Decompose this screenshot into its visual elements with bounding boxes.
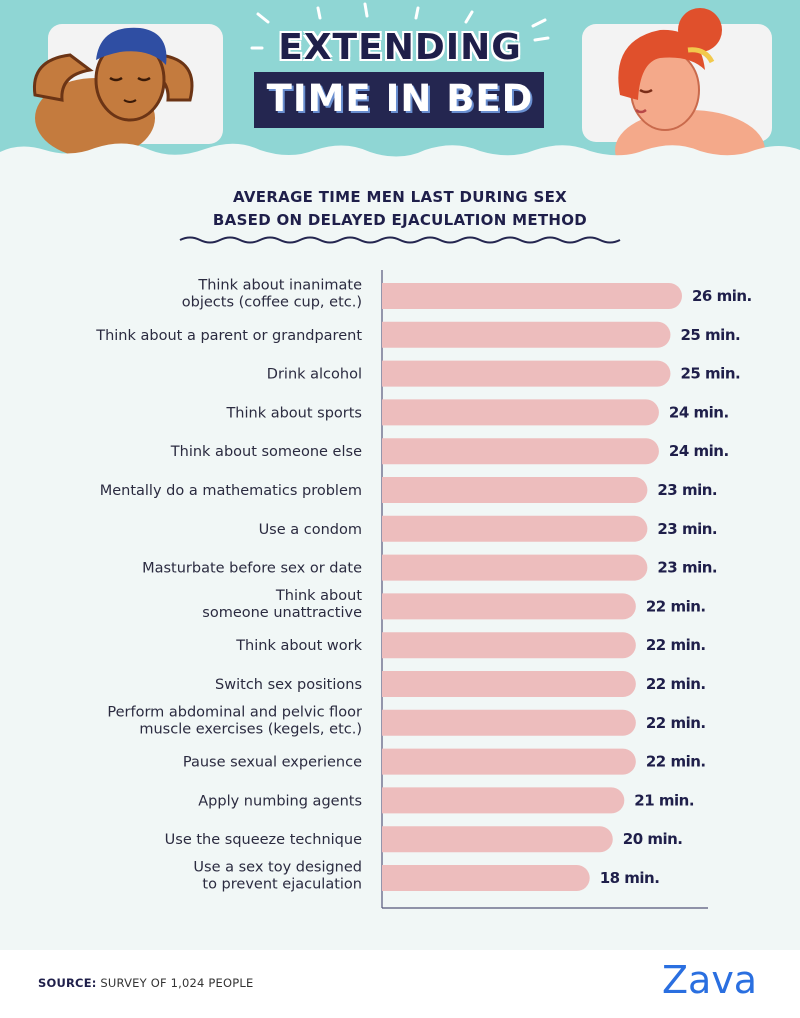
- category-label: Switch sex positions: [215, 677, 362, 693]
- sparkle-marks: [250, 2, 550, 50]
- blanket-edge: [0, 143, 800, 175]
- source-text: SURVEY OF 1,024 PEOPLE: [96, 976, 254, 990]
- value-label: 22 min.: [646, 597, 706, 615]
- value-label: 23 min.: [657, 481, 717, 499]
- bar: [382, 399, 659, 426]
- value-label: 22 min.: [646, 714, 706, 732]
- title-banner: [254, 72, 544, 128]
- value-label: 22 min.: [646, 636, 706, 654]
- category-label: Apply numbing agents: [198, 793, 362, 809]
- value-label: 18 min.: [600, 869, 660, 887]
- category-label: Think about work: [235, 638, 362, 654]
- bar: [382, 438, 659, 465]
- man-illustration: [32, 27, 194, 158]
- bar: [382, 787, 625, 814]
- bar: [382, 748, 636, 775]
- title-underline: [179, 236, 621, 244]
- title-line-2: TIME IN BED: [266, 77, 534, 120]
- value-label: 25 min.: [680, 365, 740, 383]
- bar: [382, 865, 590, 891]
- bar: [382, 283, 682, 309]
- value-label: 24 min.: [669, 442, 729, 460]
- header-illustration: [0, 0, 800, 190]
- bar: [382, 826, 613, 853]
- bar: [382, 554, 648, 581]
- value-label: 22 min.: [646, 753, 706, 771]
- category-label: Perform abdominal and pelvic floor muscle…: [107, 704, 362, 737]
- value-label: 22 min.: [646, 675, 706, 693]
- category-label: Think about someone unattractive: [202, 588, 362, 621]
- bar: [382, 709, 636, 736]
- value-label: 23 min.: [657, 559, 717, 577]
- category-label: Think about a parent or grandparent: [95, 328, 362, 344]
- brand-logo: Zava: [662, 958, 758, 1002]
- bar: [382, 477, 648, 503]
- source-note: SOURCE: SURVEY OF 1,024 PEOPLE: [38, 976, 253, 990]
- header-banner: EXTENDING TIME IN BED: [0, 0, 800, 190]
- bar: [382, 321, 671, 348]
- category-label: Think about sports: [225, 405, 362, 421]
- category-label: Think about someone else: [170, 444, 362, 460]
- bar: [382, 632, 636, 659]
- category-label: Pause sexual experience: [183, 755, 362, 771]
- category-label: Use the squeeze technique: [165, 832, 362, 848]
- bar: [382, 360, 671, 387]
- category-label: Masturbate before sex or date: [142, 561, 362, 577]
- category-label: Think about inanimate objects (coffee cup…: [182, 278, 362, 311]
- title-line-1: EXTENDING: [278, 27, 522, 68]
- category-label: Drink alcohol: [267, 367, 362, 383]
- chart-title-line: BASED ON DELAYED EJACULATION METHOD: [212, 211, 588, 229]
- value-label: 26 min.: [692, 287, 752, 305]
- bar: [382, 671, 636, 697]
- bar-chart: 26 min. Think about inanimate objects (cof…: [95, 270, 752, 909]
- chart-title: AVERAGE TIME MEN LAST DURING SEX BASED ON…: [0, 186, 800, 232]
- source-label: SOURCE:: [38, 976, 97, 990]
- value-label: 20 min.: [623, 830, 683, 848]
- bar: [382, 515, 648, 542]
- value-label: 24 min.: [669, 403, 729, 421]
- value-label: 21 min.: [634, 791, 694, 809]
- value-label: 25 min.: [680, 326, 740, 344]
- chart-title-line: AVERAGE TIME MEN LAST DURING SEX: [232, 188, 568, 206]
- value-label: 23 min.: [657, 520, 717, 538]
- category-label: Use a condom: [259, 522, 362, 538]
- category-label: Mentally do a mathematics problem: [100, 483, 362, 499]
- footer: SOURCE: SURVEY OF 1,024 PEOPLE Zava: [0, 950, 800, 1018]
- bar: [382, 593, 636, 620]
- category-label: Use a sex toy designed to prevent ejacula…: [193, 860, 362, 893]
